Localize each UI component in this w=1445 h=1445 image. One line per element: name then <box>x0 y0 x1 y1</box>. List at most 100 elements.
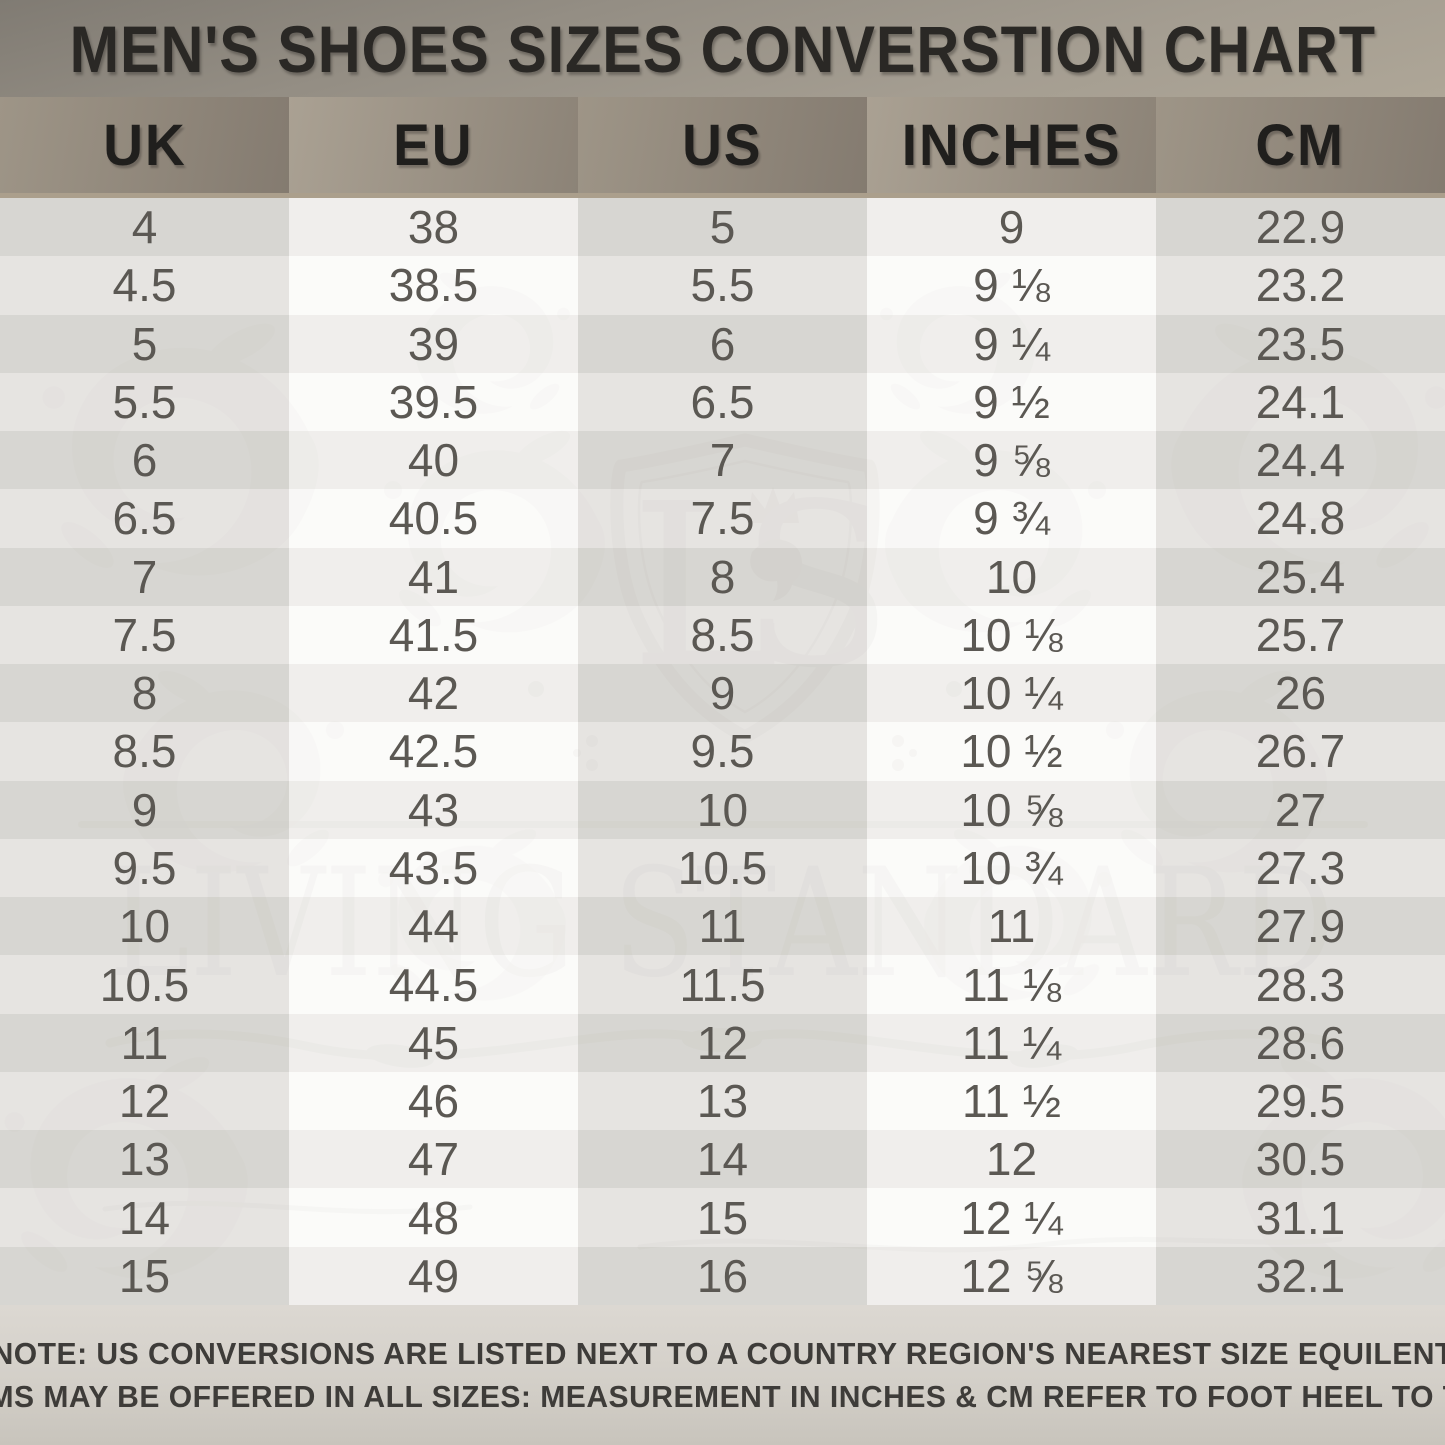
cell-uk-row9: 8 <box>0 664 289 723</box>
cell-inches-row6: 9 ¾ <box>867 489 1156 548</box>
cell-cm-row15: 28.6 <box>1156 1013 1445 1072</box>
cell-uk-row11: 9 <box>0 780 289 839</box>
table-header-row: UK EU US INCHES CM <box>0 97 1445 198</box>
cell-inches-row15: 11 ¼ <box>867 1013 1156 1072</box>
cell-inches-row13: 11 <box>867 897 1156 956</box>
cell-eu-row17: 47 <box>289 1130 578 1189</box>
cell-eu-row14: 44.5 <box>289 955 578 1014</box>
column-header-label: UK <box>102 112 187 178</box>
cell-inches-row18: 12 ¼ <box>867 1188 1156 1247</box>
cell-uk-row5: 6 <box>0 431 289 490</box>
cell-cm-row18: 31.1 <box>1156 1188 1445 1247</box>
footer-note: NOTE: US CONVERSIONS ARE LISTED NEXT TO … <box>0 1305 1445 1445</box>
note-label: NOTE: <box>0 1335 88 1371</box>
cell-eu-row16: 46 <box>289 1071 578 1131</box>
cell-inches-row12: 10 ¾ <box>867 838 1156 898</box>
cell-eu-row12: 43.5 <box>289 838 578 898</box>
cell-eu-row13: 44 <box>289 897 578 956</box>
cell-uk-row3: 5 <box>0 314 289 373</box>
cell-us-row11: 10 <box>578 780 867 839</box>
page-title: MEN'S SHOES SIZES CONVERSTION CHART <box>69 11 1376 86</box>
cell-us-row16: 13 <box>578 1071 867 1131</box>
cell-eu-row9: 42 <box>289 664 578 723</box>
cell-inches-row4: 9 ½ <box>867 372 1156 432</box>
cell-inches-row10: 10 ½ <box>867 722 1156 781</box>
cell-inches-row5: 9 ⅝ <box>867 431 1156 490</box>
cell-us-row1: 5 <box>578 198 867 257</box>
cell-uk-row4: 5.5 <box>0 372 289 432</box>
cell-cm-row5: 24.4 <box>1156 431 1445 490</box>
cell-us-row17: 14 <box>578 1130 867 1189</box>
cell-eu-row11: 43 <box>289 780 578 839</box>
cell-inches-row8: 10 ⅛ <box>867 605 1156 665</box>
column-header-label: EU <box>393 112 474 178</box>
cell-us-row9: 9 <box>578 664 867 723</box>
cell-eu-row2: 38.5 <box>289 256 578 315</box>
column-header-label: INCHES <box>901 112 1122 178</box>
cell-us-row5: 7 <box>578 431 867 490</box>
cell-uk-row18: 14 <box>0 1188 289 1247</box>
cell-us-row15: 12 <box>578 1013 867 1072</box>
cell-inches-row16: 11 ½ <box>867 1071 1156 1131</box>
column-header-us: US <box>578 97 867 193</box>
cell-inches-row7: 10 <box>867 547 1156 606</box>
cell-inches-row17: 12 <box>867 1130 1156 1189</box>
column-header-label: CM <box>1255 112 1346 178</box>
cell-cm-row7: 25.4 <box>1156 547 1445 606</box>
cell-us-row14: 11.5 <box>578 955 867 1014</box>
cell-eu-row18: 48 <box>289 1188 578 1247</box>
cell-inches-row19: 12 ⅝ <box>867 1246 1156 1305</box>
cell-eu-row5: 40 <box>289 431 578 490</box>
note-line-2: ITEMS MAY BE OFFERED IN ALL SIZES: MEASU… <box>0 1378 1445 1414</box>
cell-uk-row16: 12 <box>0 1071 289 1131</box>
column-header-label: US <box>682 112 763 178</box>
cell-cm-row14: 28.3 <box>1156 955 1445 1014</box>
note-line1-text: US CONVERSIONS ARE LISTED NEXT TO A COUN… <box>96 1335 1445 1371</box>
cell-eu-row15: 45 <box>289 1013 578 1072</box>
cell-us-row8: 8.5 <box>578 605 867 665</box>
cell-eu-row8: 41.5 <box>289 605 578 665</box>
cell-inches-row3: 9 ¼ <box>867 314 1156 373</box>
cell-cm-row8: 25.7 <box>1156 605 1445 665</box>
cell-us-row12: 10.5 <box>578 838 867 898</box>
cell-us-row19: 16 <box>578 1246 867 1305</box>
cell-uk-row15: 11 <box>0 1013 289 1072</box>
note-line-1: NOTE: US CONVERSIONS ARE LISTED NEXT TO … <box>0 1334 1445 1374</box>
cell-cm-row1: 22.9 <box>1156 198 1445 257</box>
cell-cm-row19: 32.1 <box>1156 1246 1445 1305</box>
cell-us-row18: 15 <box>578 1188 867 1247</box>
cell-eu-row6: 40.5 <box>289 489 578 548</box>
cell-uk-row17: 13 <box>0 1130 289 1189</box>
cell-cm-row13: 27.9 <box>1156 897 1445 956</box>
cell-uk-row8: 7.5 <box>0 605 289 665</box>
cell-us-row2: 5.5 <box>578 256 867 315</box>
cell-cm-row16: 29.5 <box>1156 1071 1445 1131</box>
column-header-inches: INCHES <box>867 97 1156 193</box>
cell-cm-row6: 24.8 <box>1156 489 1445 548</box>
cell-uk-row7: 7 <box>0 547 289 606</box>
cell-uk-row6: 6.5 <box>0 489 289 548</box>
cell-eu-row19: 49 <box>289 1246 578 1305</box>
cell-us-row3: 6 <box>578 314 867 373</box>
cell-eu-row10: 42.5 <box>289 722 578 781</box>
cell-inches-row14: 11 ⅛ <box>867 955 1156 1014</box>
cell-cm-row2: 23.2 <box>1156 256 1445 315</box>
column-header-uk: UK <box>0 97 289 193</box>
cell-cm-row12: 27.3 <box>1156 838 1445 898</box>
cell-uk-row13: 10 <box>0 897 289 956</box>
cell-cm-row10: 26.7 <box>1156 722 1445 781</box>
cell-uk-row19: 15 <box>0 1246 289 1305</box>
size-table-body: 4 38 5 9 22.9 4.5 38.5 5.5 9 ⅛ 23.2 5 39 6 9 ¼ 23.5 5.5… <box>0 198 1445 1305</box>
cell-uk-row14: 10.5 <box>0 955 289 1014</box>
cell-uk-row12: 9.5 <box>0 838 289 898</box>
cell-cm-row11: 27 <box>1156 780 1445 839</box>
cell-eu-row1: 38 <box>289 198 578 257</box>
cell-inches-row1: 9 <box>867 198 1156 257</box>
cell-eu-row7: 41 <box>289 547 578 606</box>
title-band: MEN'S SHOES SIZES CONVERSTION CHART <box>0 0 1445 97</box>
cell-uk-row10: 8.5 <box>0 722 289 781</box>
cell-us-row13: 11 <box>578 897 867 956</box>
cell-cm-row4: 24.1 <box>1156 372 1445 432</box>
cell-uk-row2: 4.5 <box>0 256 289 315</box>
